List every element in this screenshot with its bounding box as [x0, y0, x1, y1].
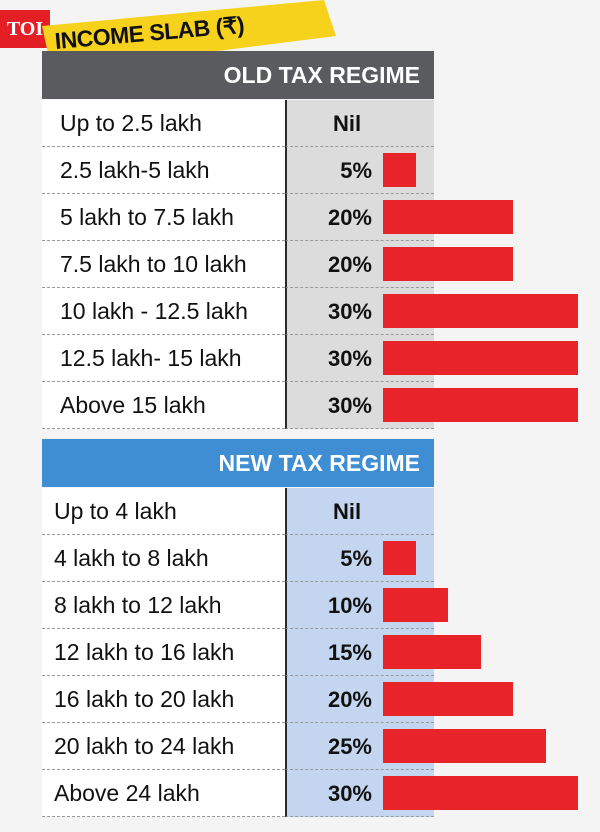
tax-rate-label: 30% [327, 781, 372, 806]
income-slab-label: Above 24 lakh [42, 770, 285, 817]
tax-rate-bar [383, 294, 578, 328]
toi-logo: TOI [0, 10, 50, 48]
income-slab-label: 7.5 lakh to 10 lakh [42, 241, 285, 288]
income-slab-label: Above 15 lakh [42, 382, 285, 429]
tax-rate-label: 15% [327, 640, 372, 665]
table-row: 16 lakh to 20 lakh 20% [42, 676, 582, 723]
tax-rate-bar [383, 388, 578, 422]
income-slab-label: Up to 2.5 lakh [42, 100, 285, 147]
tax-rate-cell: Nil [285, 488, 434, 535]
tax-rate-bar [383, 200, 513, 234]
table-row: 12.5 lakh- 15 lakh 30% [42, 335, 582, 382]
tax-rate-bar [383, 682, 513, 716]
tax-rate-cell: Nil [285, 100, 434, 147]
table-row: Above 24 lakh 30% [42, 770, 582, 817]
tax-rate-bar [383, 247, 513, 281]
tax-rate-label: 20% [327, 687, 372, 712]
tax-rate-label: 20% [327, 205, 372, 230]
tax-rate-bar [383, 153, 416, 187]
table-row: 20 lakh to 24 lakh 25% [42, 723, 582, 770]
table-row: 12 lakh to 16 lakh 15% [42, 629, 582, 676]
income-slab-label: 12.5 lakh- 15 lakh [42, 335, 285, 382]
table-row: 7.5 lakh to 10 lakh 20% [42, 241, 582, 288]
tax-rate-bar [383, 588, 448, 622]
tax-rate-label: 20% [327, 252, 372, 277]
income-slab-label: 16 lakh to 20 lakh [42, 676, 285, 723]
tax-rate-bar [383, 635, 481, 669]
tax-rate-bar [383, 729, 546, 763]
tax-rate-bar [383, 541, 416, 575]
tax-rate-label: 25% [327, 734, 372, 759]
new-regime-header: NEW TAX REGIME [42, 439, 434, 487]
income-slab-label: 20 lakh to 24 lakh [42, 723, 285, 770]
income-slab-label: 12 lakh to 16 lakh [42, 629, 285, 676]
tax-rate-bar [383, 341, 578, 375]
tax-rate-label: 5% [340, 546, 372, 571]
table-row: Up to 4 lakh Nil [42, 488, 582, 535]
tax-rate-label: 30% [327, 393, 372, 418]
tax-rate-label: 10% [327, 593, 372, 618]
old-regime-header: OLD TAX REGIME [42, 51, 434, 99]
tax-rate-label: 30% [327, 346, 372, 371]
table-row: 4 lakh to 8 lakh 5% [42, 535, 582, 582]
table-row: 5 lakh to 7.5 lakh 20% [42, 194, 582, 241]
tax-rate-label: Nil [333, 499, 362, 524]
table-row: 10 lakh - 12.5 lakh 30% [42, 288, 582, 335]
table-row: Up to 2.5 lakh Nil [42, 100, 582, 147]
income-slab-label: 4 lakh to 8 lakh [42, 535, 285, 582]
tax-rate-label: Nil [333, 111, 362, 136]
income-slab-label: 5 lakh to 7.5 lakh [42, 194, 285, 241]
tax-rate-label: 5% [340, 158, 372, 183]
income-slab-label: 8 lakh to 12 lakh [42, 582, 285, 629]
income-slab-label: Up to 4 lakh [42, 488, 285, 535]
income-slab-label: 2.5 lakh-5 lakh [42, 147, 285, 194]
income-slab-label: 10 lakh - 12.5 lakh [42, 288, 285, 335]
tax-rate-label: 30% [327, 299, 372, 324]
tax-rate-bar [383, 776, 578, 810]
table-row: Above 15 lakh 30% [42, 382, 582, 429]
table-row: 8 lakh to 12 lakh 10% [42, 582, 582, 629]
table-row: 2.5 lakh-5 lakh 5% [42, 147, 582, 194]
